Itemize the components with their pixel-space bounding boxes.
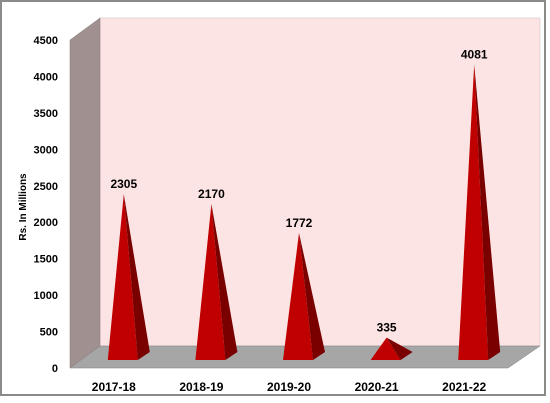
chart-svg: 0 500 1000 1500 2000 2500 3000 3500 4000 4500 230…: [18, 17, 541, 394]
y-tick-label: 2500: [34, 181, 58, 193]
pyramid-bar: [370, 337, 413, 360]
bars: [107, 64, 501, 361]
chart-frame: 0 500 1000 1500 2000 2500 3000 3500 4000 4500 230…: [0, 0, 546, 396]
data-label: 1772: [286, 216, 313, 230]
x-tick-label: 2021-22: [442, 380, 486, 394]
y-tick-label: 1000: [34, 290, 58, 302]
y-tick-label: 2000: [34, 217, 58, 229]
data-label: 2170: [198, 187, 225, 201]
y-axis-ticks: 0 500 1000 1500 2000 2500 3000 3500 4000 4500: [34, 35, 58, 375]
x-tick-label: 2020-21: [355, 380, 399, 394]
x-axis-ticks: 2017-18 2018-19 2019-20 2020-21 2021-22: [92, 380, 487, 394]
x-tick-label: 2017-18: [92, 380, 136, 394]
y-tick-label: 1500: [34, 254, 58, 266]
pyramid-bar: [458, 64, 501, 361]
pyramid-side-face: [299, 232, 325, 360]
pyramid-bar: [195, 203, 238, 360]
pyramid-bar: [107, 193, 150, 360]
data-label: 4081: [461, 48, 488, 62]
y-tick-label: 4500: [34, 35, 58, 47]
chart-walls: [69, 17, 541, 369]
pyramid-front-face: [458, 64, 489, 361]
pyramid-front-face: [195, 203, 226, 360]
pyramid-front-face: [370, 337, 401, 360]
data-labels: 2305 2170 1772 335 4081: [110, 48, 487, 335]
y-tick-label: 4000: [34, 71, 58, 83]
pyramid-side-face: [211, 203, 238, 360]
y-tick-label: 500: [40, 327, 58, 339]
y-axis-label: Rs. In Millions: [18, 173, 29, 241]
data-label: 2305: [110, 177, 137, 191]
data-label: 335: [377, 321, 397, 335]
pyramid-side-face: [123, 193, 150, 360]
y-tick-label: 3000: [34, 144, 58, 156]
pyramid-side-face: [386, 337, 413, 360]
y-tick-label: 0: [52, 363, 58, 375]
x-tick-label: 2019-20: [267, 380, 311, 394]
pyramid-front-face: [283, 232, 313, 360]
y-tick-label: 3500: [34, 108, 58, 120]
pyramid-bar: [283, 232, 325, 360]
x-tick-label: 2018-19: [179, 380, 223, 394]
pyramid-side-face: [474, 64, 501, 361]
side-wall: [69, 17, 101, 369]
pyramid-front-face: [107, 193, 138, 360]
